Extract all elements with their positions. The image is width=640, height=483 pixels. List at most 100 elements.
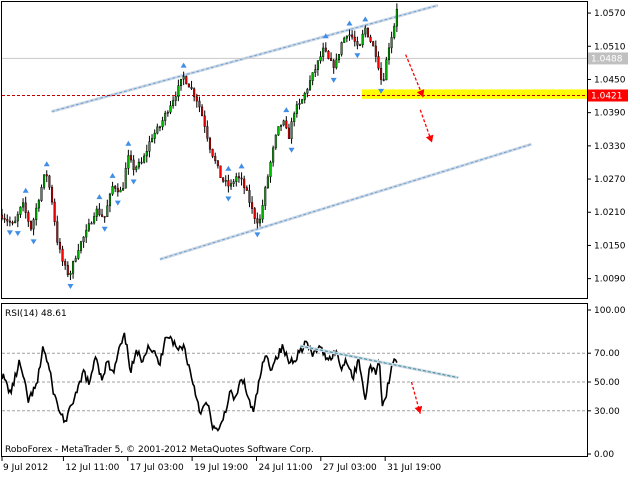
candle-body bbox=[153, 132, 156, 139]
candle-body bbox=[27, 212, 30, 222]
candle-body bbox=[222, 177, 225, 182]
candle-body bbox=[85, 229, 88, 238]
candle-body bbox=[214, 156, 217, 161]
fractal-up-marker bbox=[109, 172, 116, 178]
candle-body bbox=[148, 141, 151, 152]
candle-body bbox=[195, 96, 198, 102]
rsi-tick-label: 0.00 bbox=[594, 450, 614, 460]
candle-body bbox=[50, 186, 54, 203]
fractal-down-marker bbox=[114, 200, 121, 206]
candle-body bbox=[24, 202, 27, 213]
candle-body bbox=[14, 220, 17, 224]
time-tick-label: 27 Jul 03:00 bbox=[323, 463, 377, 473]
candle-body bbox=[172, 100, 175, 107]
candle-body bbox=[264, 187, 267, 206]
candle-body bbox=[53, 201, 56, 222]
candle-body bbox=[127, 155, 130, 169]
candle-body bbox=[108, 193, 111, 207]
fractal-down-marker bbox=[67, 284, 74, 290]
rsi-tick-label: 30.00 bbox=[594, 407, 620, 417]
candle-body bbox=[335, 59, 338, 68]
candle-body bbox=[77, 250, 80, 259]
rsi-layer bbox=[1, 332, 587, 432]
fractal-up-marker bbox=[125, 140, 132, 146]
candle-body bbox=[314, 69, 317, 73]
candle-body bbox=[169, 105, 172, 113]
fractal-up-marker bbox=[283, 107, 290, 113]
fractal-down-marker bbox=[101, 226, 108, 232]
candle-body bbox=[124, 168, 127, 189]
channel-lower-glow bbox=[159, 142, 532, 261]
candle-body bbox=[266, 176, 269, 188]
price-tick-label: 1.0270 bbox=[594, 175, 626, 185]
price-tick-label: 1.0150 bbox=[594, 241, 626, 251]
candle-body bbox=[193, 88, 196, 98]
price-tick-label: 1.0510 bbox=[594, 42, 626, 52]
candle-body bbox=[100, 214, 104, 217]
footer-text: RoboForex - MetaTrader 5, © 2001-2012 Me… bbox=[5, 445, 314, 455]
fractal-down-marker bbox=[354, 53, 361, 59]
candle-body bbox=[201, 106, 204, 117]
rsi-line bbox=[1, 332, 398, 432]
candle-body bbox=[377, 56, 380, 69]
candle-body bbox=[290, 121, 293, 139]
time-tick-label: 19 Jul 19:00 bbox=[194, 463, 248, 473]
candle-body bbox=[332, 60, 335, 68]
candle-body bbox=[79, 241, 83, 251]
fractal-up-marker bbox=[96, 194, 103, 200]
candle-body bbox=[356, 41, 359, 46]
candle-body bbox=[219, 165, 222, 179]
candle-body bbox=[114, 186, 117, 189]
candle-body bbox=[322, 47, 325, 57]
candle-body bbox=[295, 104, 298, 114]
fractal-up-marker bbox=[43, 161, 50, 167]
fractal-up-marker bbox=[238, 163, 245, 169]
price-tick-label: 1.0090 bbox=[594, 275, 626, 285]
candle-body bbox=[48, 175, 51, 188]
fractal-up-marker bbox=[180, 62, 187, 68]
candle-body bbox=[3, 218, 6, 220]
candle-body bbox=[253, 208, 256, 219]
candle-body bbox=[61, 248, 64, 262]
candle-body bbox=[22, 202, 25, 208]
price-tick-label: 1.0390 bbox=[594, 109, 626, 119]
fractal-down-marker bbox=[254, 232, 261, 238]
candle-body bbox=[45, 174, 48, 177]
price-tick-label: 1.0210 bbox=[594, 208, 626, 218]
candle-body bbox=[0, 214, 4, 219]
candle-body bbox=[95, 208, 98, 217]
candle-body bbox=[158, 126, 161, 129]
candle-body bbox=[240, 177, 243, 180]
candle-body bbox=[103, 216, 106, 218]
price-layer bbox=[0, 3, 587, 290]
price-tick-label: 1.0330 bbox=[594, 142, 626, 152]
candle-body bbox=[216, 160, 219, 167]
candle-body bbox=[16, 214, 19, 222]
candle-body bbox=[166, 111, 169, 114]
candle-body bbox=[132, 159, 135, 170]
fractal-down-marker bbox=[330, 77, 337, 83]
time-tick-label: 17 Jul 03:00 bbox=[130, 463, 184, 473]
candle-body bbox=[182, 76, 185, 80]
candle-body bbox=[111, 186, 114, 195]
candle-body bbox=[119, 189, 122, 193]
candle-body bbox=[269, 161, 272, 178]
candle-body bbox=[385, 59, 388, 81]
candle-body bbox=[164, 112, 167, 121]
fractal-down-marker bbox=[130, 179, 137, 185]
candle-body bbox=[69, 273, 72, 276]
candle-body bbox=[190, 86, 193, 89]
candle-body bbox=[319, 56, 322, 62]
bid-price-label: 1.0488 bbox=[591, 54, 623, 64]
candle-body bbox=[316, 60, 319, 70]
candle-body bbox=[11, 221, 14, 224]
candle-body bbox=[353, 36, 356, 42]
time-axis: 9 Jul 2012 12 Jul 11:00 17 Jul 03:00 19 Jul… bbox=[1, 456, 441, 473]
candle-body bbox=[382, 79, 385, 81]
candle-body bbox=[364, 27, 367, 35]
rsi-tick-label: 70.00 bbox=[594, 349, 620, 359]
candle-body bbox=[227, 180, 230, 187]
bid-price-tag bbox=[588, 52, 628, 65]
